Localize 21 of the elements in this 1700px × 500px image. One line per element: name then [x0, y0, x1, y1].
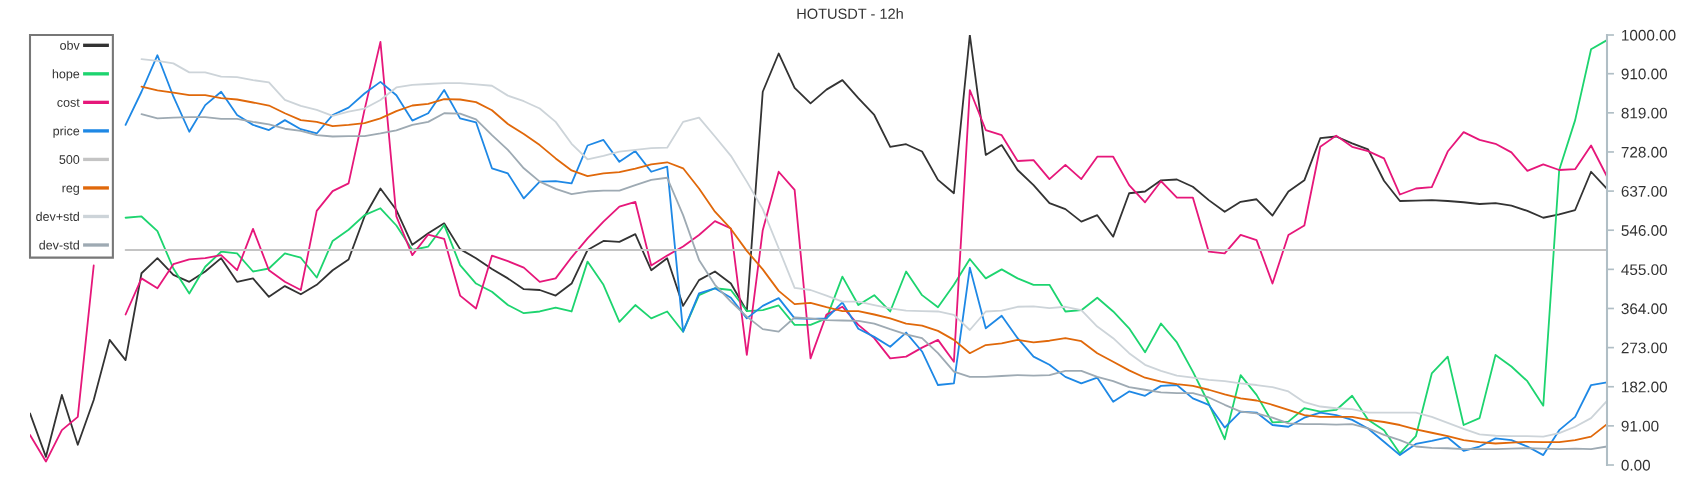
legend-label: dev+std: [36, 211, 79, 221]
legend-label: reg: [62, 185, 79, 195]
legend-label: hope: [52, 69, 80, 81]
y-tick-label: 910.00: [1621, 68, 1668, 80]
legend-label: obv: [60, 40, 80, 50]
y-tick-label: 91.00: [1621, 420, 1659, 432]
y-tick-label: 0.00: [1621, 459, 1651, 471]
y-tick-label: 1000.00: [1622, 29, 1676, 41]
y-tick-label: 182.00: [1622, 381, 1668, 393]
chart-title: HOTUSDT - 12h: [797, 8, 903, 19]
y-tick-label: 364.00: [1621, 303, 1668, 315]
y-tick-label: 273.00: [1621, 342, 1668, 354]
legend-label: price: [53, 126, 80, 138]
legend-label: dev-std: [39, 240, 79, 250]
y-tick-label: 819.00: [1621, 107, 1668, 119]
legend-label: 500: [59, 155, 80, 164]
y-tick-label: 455.00: [1621, 264, 1668, 276]
y-tick-label: 546.00: [1621, 225, 1668, 236]
y-tick-label: 728.00: [1621, 146, 1668, 158]
y-tick-label: 637.00: [1621, 185, 1668, 197]
legend-label: cost: [57, 98, 80, 107]
